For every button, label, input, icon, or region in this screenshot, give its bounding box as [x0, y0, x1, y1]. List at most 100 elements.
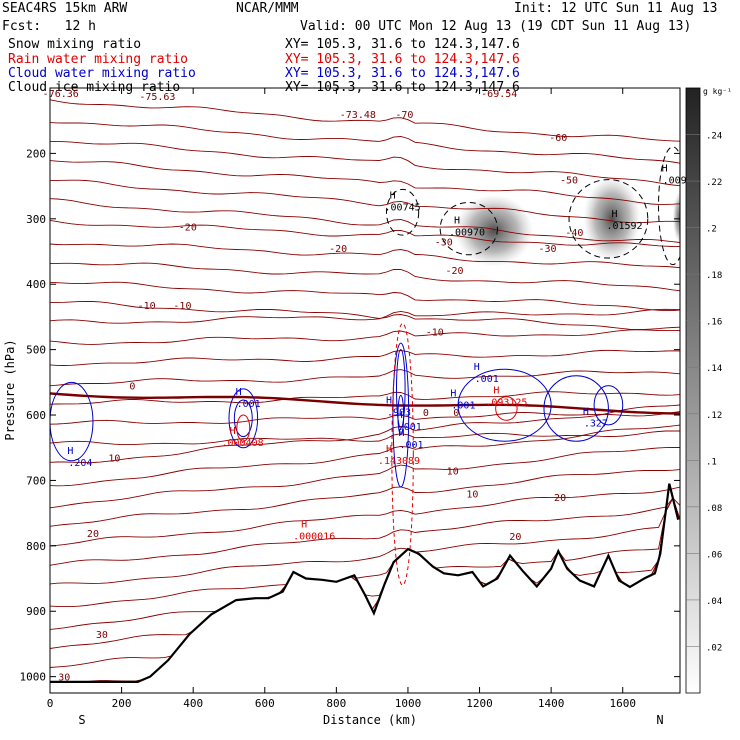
temperature-label: 10 — [108, 454, 120, 465]
field-label-rain: Rain water mixing ratio — [8, 52, 189, 67]
max-value-label: .00745 — [385, 203, 421, 214]
temperature-contour — [50, 497, 680, 566]
temperature-label: 20 — [509, 532, 521, 543]
cloud-water-contour — [50, 381, 94, 462]
max-marker: H — [399, 428, 405, 439]
x-tick-label: 800 — [326, 697, 346, 710]
cloud-water-contour — [233, 399, 253, 438]
temperature-contour — [50, 219, 680, 248]
temperature-label: 10 — [447, 467, 459, 478]
temperature-label: 0 — [453, 408, 459, 419]
max-value-label: .001 — [399, 440, 423, 451]
cloud-water-contour — [392, 342, 410, 488]
temperature-label: -69.54 — [481, 89, 517, 100]
max-marker: H — [493, 386, 499, 397]
temperature-label: -76.36 — [43, 89, 79, 100]
temperature-contour — [50, 369, 680, 387]
center-label: NCAR/MMM — [236, 1, 299, 16]
snow-shading — [454, 194, 534, 267]
temperature-label: -20 — [179, 223, 197, 234]
y-tick-label: 900 — [26, 605, 46, 618]
colorbar-tick-label: .1 — [706, 457, 717, 467]
max-value-label: .903 — [387, 407, 411, 418]
cloud-ice-contour — [658, 146, 680, 266]
temperature-contour — [50, 446, 680, 509]
max-marker: H — [386, 444, 392, 455]
temperature-contour — [50, 160, 680, 205]
temperature-label: -60 — [549, 133, 567, 144]
cloud-water-contour — [396, 349, 406, 429]
rain-water-contour — [391, 322, 414, 586]
temperature-label: -10 — [426, 327, 444, 338]
max-value-label: .001 — [475, 374, 499, 385]
max-marker: H — [474, 362, 480, 373]
temperature-contour — [50, 308, 680, 324]
field-label-cloudwater: Cloud water mixing ratio — [8, 66, 196, 81]
temperature-contour — [50, 262, 680, 292]
y-axis-label: Pressure (hPa) — [3, 339, 17, 440]
temperature-contour — [50, 411, 680, 425]
temperature-contour — [50, 496, 680, 683]
temperature-label: 30 — [58, 673, 70, 684]
temperature-contour — [50, 243, 680, 269]
temperature-label: -30 — [539, 244, 557, 255]
x-end-right: N — [656, 713, 663, 727]
temperature-label: 0 — [423, 408, 429, 419]
max-value-label: .001 — [237, 399, 261, 410]
max-marker: H — [662, 163, 668, 174]
rain-water-contour — [236, 414, 251, 442]
temperature-contour — [50, 122, 680, 164]
max-marker: H — [301, 520, 307, 531]
x-tick-label: 400 — [183, 697, 203, 710]
max-value-label: .00970 — [449, 228, 485, 239]
temperature-label: 20 — [87, 529, 99, 540]
x-tick-label: 1600 — [609, 697, 636, 710]
colorbar-tick-label: .06 — [706, 550, 722, 560]
max-marker: H — [583, 407, 589, 418]
colorbar-tick-label: .22 — [706, 178, 722, 188]
max-marker: H — [450, 388, 456, 399]
temperature-label: -40 — [565, 228, 583, 239]
plot-frame — [49, 87, 681, 694]
temperature-contour — [50, 430, 680, 446]
max-marker: H — [386, 395, 392, 406]
freezing-line — [50, 392, 680, 415]
y-tick-label: 800 — [26, 540, 46, 553]
temperature-label: -20 — [329, 244, 347, 255]
temperature-contour — [50, 424, 680, 487]
temperature-label: -10 — [173, 301, 191, 312]
max-value-label: .327 — [584, 419, 608, 430]
temperature-contour — [50, 496, 680, 608]
colorbar-tick-label: .14 — [706, 364, 722, 374]
temperature-label: -70 — [395, 110, 413, 121]
y-tick-label: 200 — [26, 147, 46, 160]
temperature-contour — [50, 391, 680, 405]
temperature-contour — [50, 469, 680, 527]
colorbar-tick-label: .12 — [706, 411, 722, 421]
colorbar-tick-label: .04 — [706, 597, 722, 607]
x-tick-label: 1200 — [466, 697, 493, 710]
temperature-label: 0 — [129, 382, 135, 393]
field-xy-snow: XY= 105.3, 31.6 to 124.3,147.6 — [285, 37, 520, 52]
colorbar-tick-label: .16 — [706, 318, 722, 328]
temperature-label: -73.48 — [340, 110, 376, 121]
field-xy-cloudwater: XY= 105.3, 31.6 to 124.3,147.6 — [285, 66, 520, 81]
max-value-label: .000016 — [293, 532, 335, 543]
temperature-contour — [50, 179, 680, 224]
temperature-contour — [50, 198, 680, 243]
max-value-label: .000408 — [222, 438, 264, 449]
temperature-contour — [50, 329, 680, 345]
temperature-contour — [50, 99, 680, 142]
max-value-label: .001 — [398, 422, 422, 433]
x-tick-label: 200 — [112, 697, 132, 710]
cloud-water-contour — [228, 388, 259, 449]
y-tick-label: 500 — [26, 344, 46, 357]
temperature-label: -75.63 — [139, 92, 175, 103]
colorbar-tick-label: .08 — [706, 504, 722, 514]
temperature-contour — [50, 349, 680, 366]
temperature-contour — [50, 496, 680, 649]
x-end-left: S — [78, 713, 85, 727]
max-marker: H — [230, 426, 236, 437]
colorbar — [685, 87, 701, 694]
